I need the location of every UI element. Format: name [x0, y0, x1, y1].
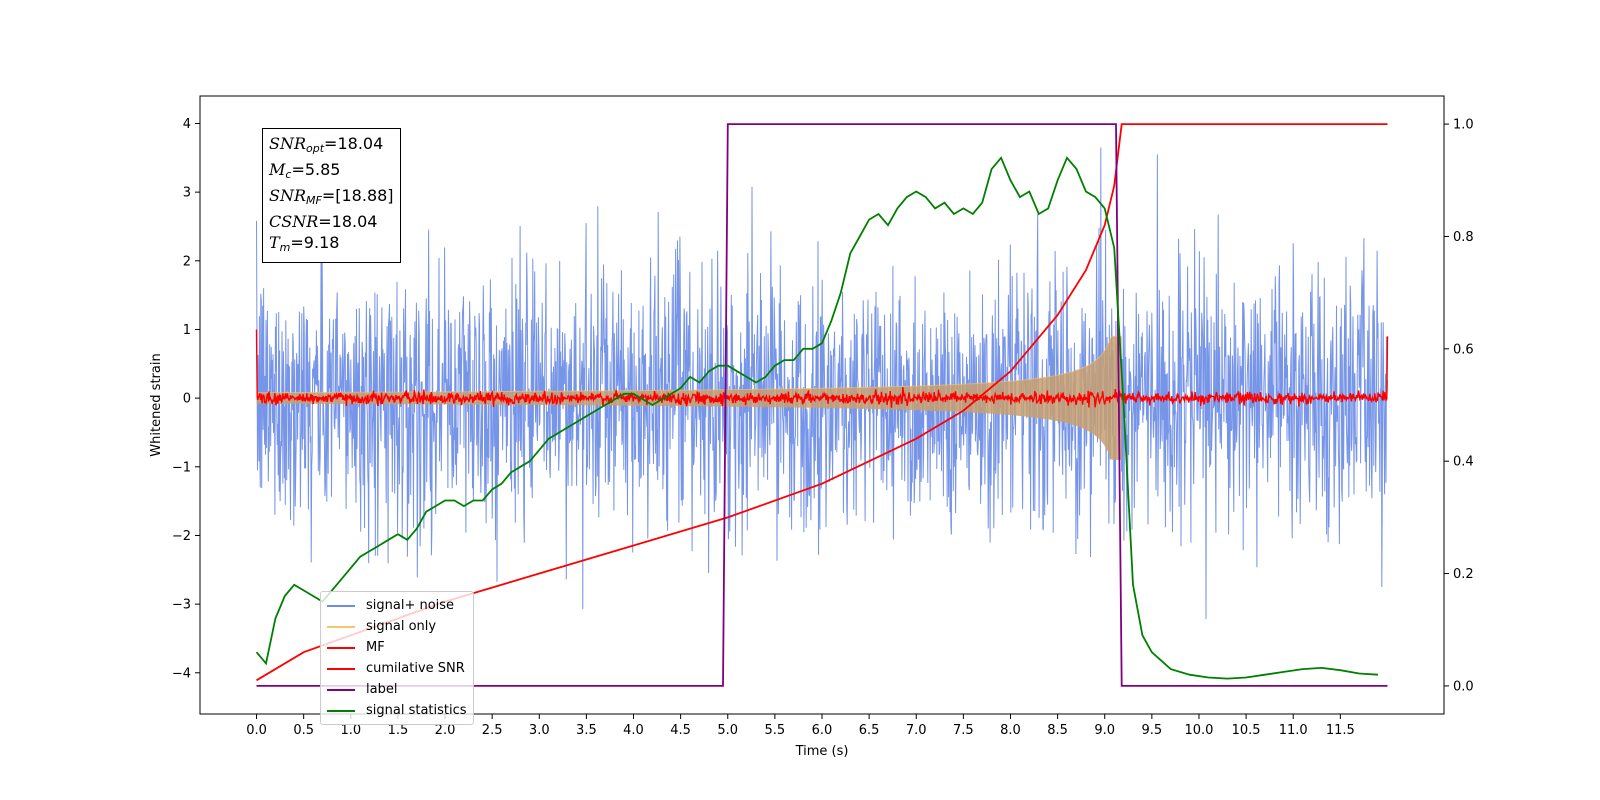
- csnr-annotation: CSNR=18.04: [269, 212, 378, 231]
- x-tick-label: 5.0: [717, 723, 738, 738]
- y-tick-label: −4: [172, 666, 191, 681]
- legend-label: signal+ noise: [366, 598, 455, 613]
- y2-tick-label: 0.0: [1453, 679, 1474, 694]
- label-line: [256, 123, 1388, 687]
- stats-annotation-box: SNRopt=18.04 Mc=5.85 SNRMF=[18.88] CSNR=…: [262, 128, 401, 263]
- x-tick-label: 2.5: [482, 723, 503, 738]
- x-tick-label: 4.5: [670, 723, 691, 738]
- legend-item-signal-noise: signal+ noise: [327, 595, 467, 616]
- y-tick-label: −2: [172, 529, 191, 544]
- legend-label: signal only: [366, 619, 437, 634]
- x-tick-label: 3.0: [529, 723, 550, 738]
- signal-noise-line: [256, 147, 1388, 620]
- y-axis-ticks: 4 3 2 1 0 −1 −2 −3 −4: [172, 117, 200, 681]
- y-axis-label: Whitened strain: [149, 353, 164, 456]
- x-tick-label: 3.5: [576, 723, 597, 738]
- legend-swatch: [327, 646, 355, 649]
- y-tick-label: 4: [183, 117, 191, 132]
- y2-tick-label: 1.0: [1453, 118, 1474, 133]
- x-tick-label: 0.0: [246, 723, 267, 738]
- legend-item-cumulative-snr: cumilative SNR: [327, 658, 467, 679]
- legend-label: signal statistics: [366, 703, 467, 718]
- legend-item-label: label: [327, 679, 467, 700]
- x-tick-label: 7.0: [906, 723, 927, 738]
- legend-swatch: [327, 667, 355, 670]
- y-tick-label: 1: [183, 323, 191, 338]
- x-tick-label: 1.5: [388, 723, 409, 738]
- x-tick-label: 2.0: [435, 723, 456, 738]
- y2-tick-label: 0.6: [1453, 342, 1474, 357]
- mf-line: [255, 329, 1389, 408]
- legend-item-signal-statistics: signal statistics: [327, 700, 467, 721]
- y2-axis-ticks: 1.0 0.8 0.6 0.4 0.2 0.0: [1444, 118, 1474, 694]
- x-tick-label: 6.0: [812, 723, 833, 738]
- legend-swatch: [327, 604, 355, 607]
- y-tick-label: 2: [183, 254, 191, 269]
- x-tick-label: 10.5: [1232, 723, 1261, 738]
- y-tick-label: 3: [183, 186, 191, 201]
- x-tick-label: 9.5: [1142, 723, 1163, 738]
- y2-tick-label: 0.2: [1453, 567, 1474, 582]
- x-tick-label: 11.0: [1279, 723, 1308, 738]
- legend-swatch: [327, 709, 355, 712]
- signal-statistics-line: [255, 156, 1379, 680]
- x-axis-ticks: 0.0 0.5 1.0 1.5 2.0 2.5 3.0 3.5 4.0 4.5 5.0 5.5 6.0 6…: [246, 714, 1355, 738]
- signal-only-line: [256, 335, 1122, 394]
- snr-mf-annotation: SNRMF=[18.88]: [269, 186, 394, 207]
- x-tick-label: 0.5: [293, 723, 314, 738]
- y-tick-label: −1: [172, 460, 191, 475]
- mc-annotation: Mc=5.85: [269, 160, 341, 181]
- x-tick-label: 7.5: [953, 723, 974, 738]
- legend-label: MF: [366, 640, 385, 655]
- x-tick-label: 10.0: [1184, 723, 1213, 738]
- legend-label: label: [366, 682, 398, 697]
- x-tick-label: 6.5: [859, 723, 880, 738]
- x-tick-label: 5.5: [765, 723, 786, 738]
- x-tick-label: 4.0: [623, 723, 644, 738]
- y2-tick-label: 0.8: [1453, 230, 1474, 245]
- legend-label: cumilative SNR: [366, 661, 465, 676]
- legend: signal+ noise signal only MF cumilative …: [320, 591, 474, 725]
- x-tick-label: 1.0: [340, 723, 361, 738]
- signal-noise-series: [256, 147, 1388, 620]
- legend-swatch: [327, 688, 355, 691]
- tm-annotation: Tm=9.18: [269, 233, 340, 254]
- x-tick-label: 11.5: [1326, 723, 1355, 738]
- x-tick-label: 9.0: [1094, 723, 1115, 738]
- snr-opt-annotation: SNRopt=18.04: [269, 134, 384, 155]
- x-tick-label: 8.0: [1000, 723, 1021, 738]
- x-tick-label: 8.5: [1047, 723, 1068, 738]
- y-tick-label: 0: [183, 392, 191, 407]
- legend-item-mf: MF: [327, 637, 467, 658]
- legend-item-signal-only: signal only: [327, 616, 467, 637]
- legend-swatch: [327, 625, 355, 628]
- mf-series: [255, 329, 1389, 408]
- y-tick-label: −3: [172, 598, 191, 613]
- y2-tick-label: 0.4: [1453, 455, 1474, 470]
- x-axis-label: Time (s): [795, 744, 849, 759]
